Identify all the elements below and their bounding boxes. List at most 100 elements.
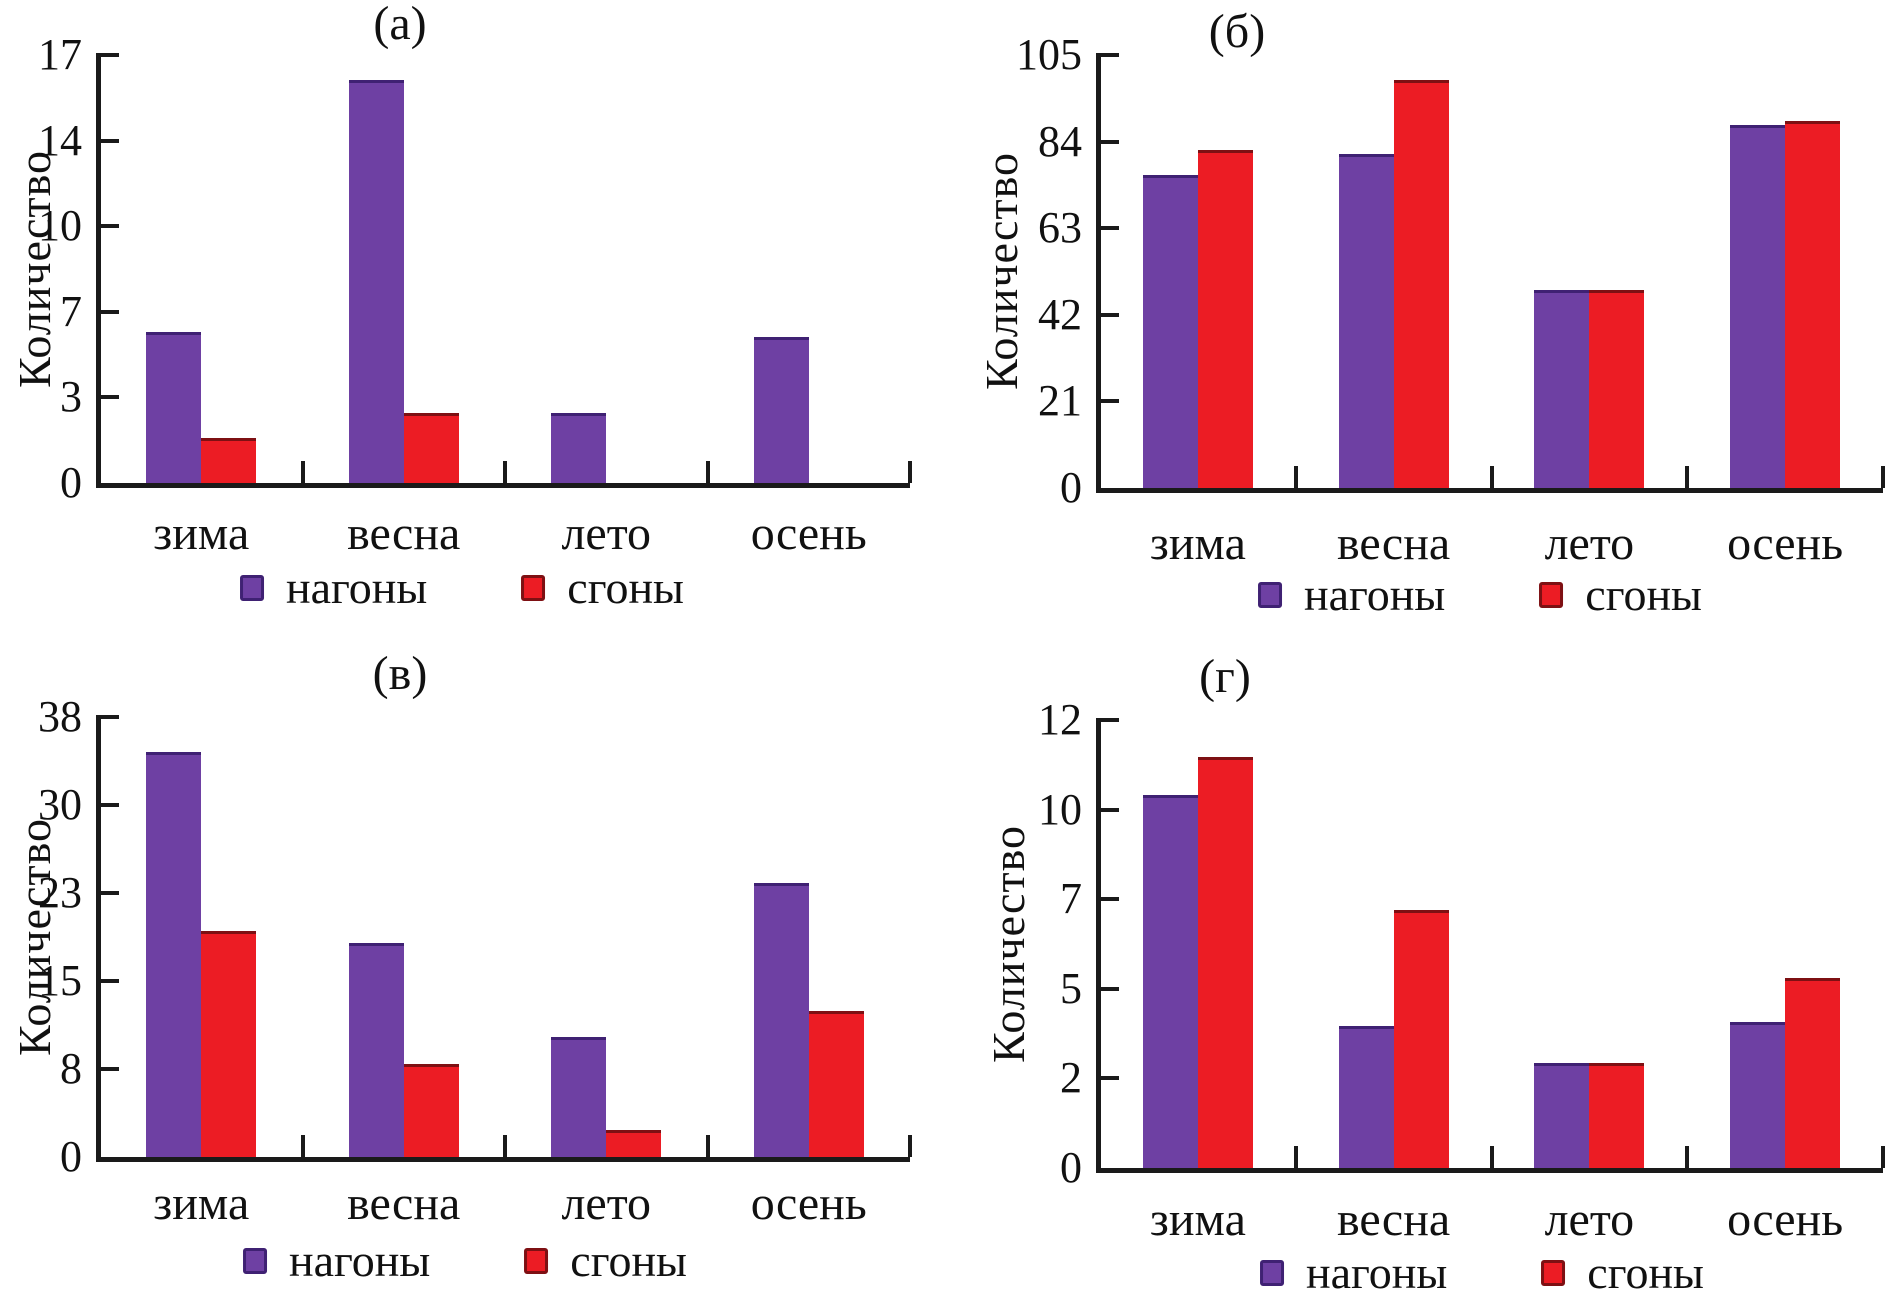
x-tick: [908, 461, 912, 483]
category-label-лето: лето: [561, 1177, 652, 1230]
bar-sgony-зима: [1197, 757, 1253, 1168]
y-tick-label: 12: [1038, 695, 1082, 744]
nagony-legend-label: нагоны: [1306, 1247, 1448, 1298]
y-tick-label: 5: [1060, 963, 1082, 1013]
sgony-legend-label: сгоны: [567, 562, 684, 613]
panel-b-y-axis-label: Количество: [976, 152, 1027, 390]
x-tick: [300, 461, 305, 483]
y-tick: [1101, 897, 1119, 902]
sgony-swatch-icon: [1541, 1260, 1566, 1286]
y-tick: [101, 715, 119, 719]
bar-nagony-зима: [1142, 795, 1198, 1168]
y-tick: [1101, 986, 1119, 991]
y-axis: [96, 715, 101, 1161]
x-tick: [1685, 1146, 1690, 1168]
bar-nagony-осень: [753, 337, 809, 483]
bar-nagony-весна: [1338, 1026, 1394, 1168]
y-tick-label: 38: [38, 692, 82, 741]
y-tick-label: 15: [38, 956, 82, 1005]
legend-item-sgony: сгоны: [1539, 572, 1702, 618]
category-label-осень: осень: [750, 1177, 867, 1230]
category-label-зима: зима: [153, 1177, 250, 1230]
nagony-swatch-icon: [1260, 1260, 1285, 1286]
y-tick-label: 63: [1038, 203, 1082, 253]
bar-nagony-осень: [753, 883, 809, 1157]
y-tick-label: 30: [38, 780, 82, 829]
category-label-зима: зима: [1149, 517, 1246, 570]
legend-item-nagony: нагоны: [1260, 1250, 1447, 1296]
legend-item-nagony: нагоны: [243, 1238, 430, 1284]
y-tick: [101, 1067, 119, 1071]
bar-sgony-весна: [1393, 910, 1449, 1168]
y-tick: [101, 309, 119, 314]
y-tick-label: 7: [1060, 874, 1082, 924]
bar-sgony-зима: [201, 438, 257, 483]
bar-sgony-осень: [1785, 121, 1841, 488]
y-tick-label: 10: [1038, 784, 1082, 834]
x-axis: [96, 483, 910, 488]
x-tick: [705, 1135, 710, 1157]
y-tick: [1101, 399, 1119, 404]
x-tick: [1685, 466, 1690, 488]
y-tick-label: 0: [1060, 463, 1082, 512]
y-axis: [1096, 718, 1101, 1172]
panel-b-legend: нагоны сгоны: [1258, 572, 1702, 618]
legend-item-sgony: сгоны: [521, 565, 684, 611]
nagony-swatch-icon: [243, 1248, 268, 1274]
category-label-осень: осень: [1727, 1193, 1844, 1246]
category-label-осень: осень: [1727, 517, 1844, 570]
sgony-legend-label: сгоны: [1585, 569, 1702, 620]
bar-sgony-весна: [403, 1064, 459, 1157]
y-tick-label: 7: [60, 286, 82, 336]
x-tick: [300, 1135, 305, 1157]
y-tick: [1101, 1076, 1119, 1081]
category-label-зима: зима: [153, 507, 250, 560]
y-tick: [101, 138, 119, 143]
y-tick: [101, 395, 119, 400]
nagony-swatch-icon: [240, 575, 265, 601]
x-tick: [1881, 466, 1885, 488]
panel-a-y-axis-label: Количество: [9, 150, 60, 388]
category-label-весна: весна: [347, 1177, 461, 1230]
y-tick: [101, 224, 119, 229]
panel-g-legend: нагоны сгоны: [1260, 1250, 1704, 1296]
x-tick: [1293, 1146, 1298, 1168]
panel-g-y-axis-label: Количество: [983, 825, 1034, 1063]
category-label-весна: весна: [1337, 517, 1451, 570]
bar-sgony-весна: [403, 413, 459, 483]
y-tick-label: 14: [38, 115, 82, 165]
y-tick-label: 0: [1060, 1143, 1082, 1192]
y-tick-label: 2: [1060, 1053, 1082, 1103]
nagony-legend-label: нагоны: [286, 562, 428, 613]
y-tick: [1101, 807, 1119, 812]
y-tick: [101, 53, 119, 57]
bar-sgony-осень: [1785, 978, 1841, 1168]
y-axis: [1096, 53, 1101, 492]
x-tick: [503, 1135, 507, 1157]
x-tick: [1489, 466, 1494, 488]
bar-nagony-лето: [551, 1037, 607, 1157]
y-tick: [1101, 226, 1119, 231]
y-tick-label: 42: [1038, 289, 1082, 339]
panel-a-title: (а): [373, 0, 427, 50]
x-tick: [908, 1135, 912, 1157]
nagony-legend-label: нагоны: [1304, 569, 1446, 620]
bar-sgony-осень: [808, 1011, 864, 1157]
nagony-swatch-icon: [1258, 582, 1283, 608]
bar-nagony-осень: [1730, 1022, 1786, 1168]
y-tick-label: 84: [1038, 116, 1082, 166]
category-label-осень: осень: [750, 507, 867, 560]
x-tick: [705, 461, 710, 483]
bar-nagony-лето: [1534, 290, 1590, 488]
x-tick: [1881, 1146, 1885, 1168]
y-tick: [101, 979, 119, 983]
bar-nagony-зима: [146, 752, 202, 1157]
y-tick: [101, 803, 119, 807]
x-axis: [96, 1157, 910, 1162]
sgony-legend-label: сгоны: [1587, 1247, 1704, 1298]
bar-nagony-зима: [1142, 175, 1198, 488]
bar-nagony-лето: [551, 413, 607, 483]
panel-v-legend: нагоны сгоны: [243, 1238, 687, 1284]
bar-nagony-весна: [348, 943, 404, 1157]
